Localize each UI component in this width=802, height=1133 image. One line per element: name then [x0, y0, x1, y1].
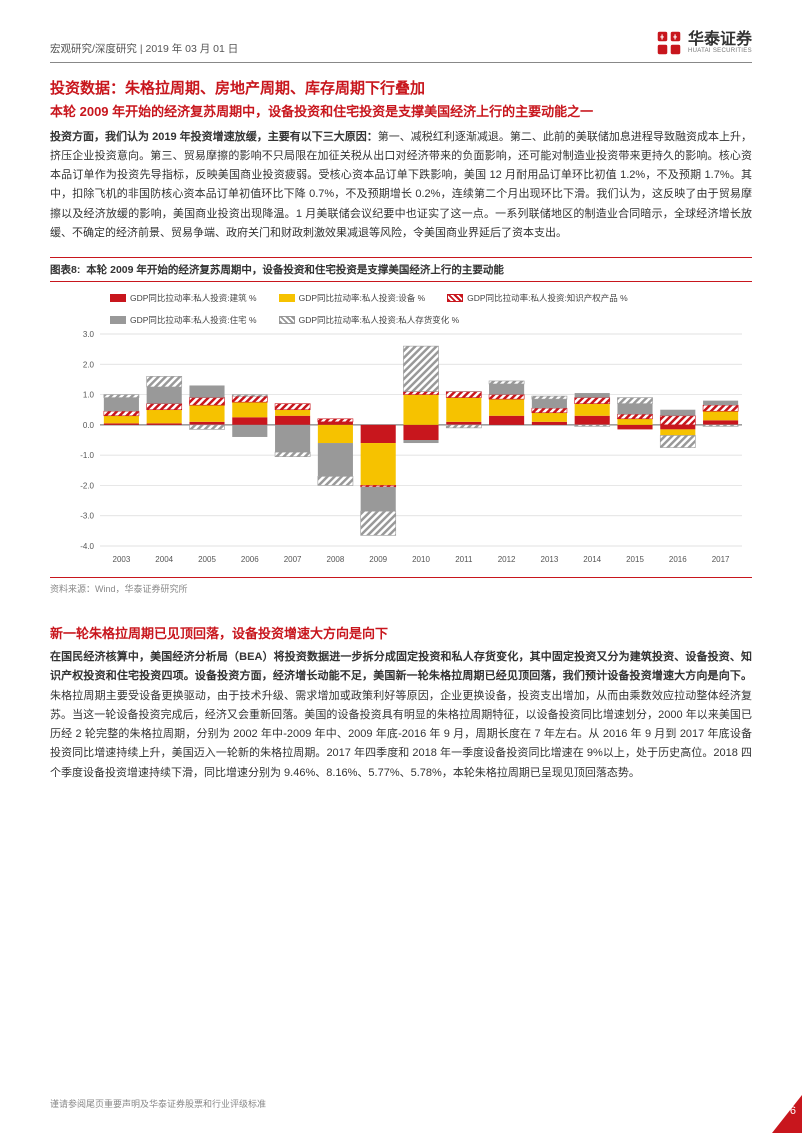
logo-cn: 华泰证券: [688, 32, 752, 48]
chart-caption: 图表8: 本轮 2009 年开始的经济复苏周期中，设备投资和住宅投资是支撑美国经…: [50, 257, 752, 282]
section1-body-lead: 投资方面，我们认为 2019 年投资增速放缓，主要有以下三大原因：: [50, 131, 378, 143]
legend-item: GDP同比拉动率:私人投资:知识产权产品 %: [447, 292, 628, 304]
svg-text:2013: 2013: [541, 555, 559, 564]
legend-item: GDP同比拉动率:私人投资:建筑 %: [110, 292, 257, 304]
svg-text:2006: 2006: [241, 555, 259, 564]
svg-text:1.0: 1.0: [83, 391, 95, 400]
svg-text:2011: 2011: [455, 555, 473, 564]
svg-text:2005: 2005: [198, 555, 216, 564]
legend-item: GDP同比拉动率:私人投资:住宅 %: [110, 314, 257, 326]
page-number: 6: [790, 1105, 796, 1117]
svg-text:2009: 2009: [369, 555, 387, 564]
svg-text:2012: 2012: [498, 555, 516, 564]
svg-text:2004: 2004: [155, 555, 173, 564]
legend-item: GDP同比拉动率:私人投资:设备 %: [279, 292, 426, 304]
svg-text:-2.0: -2.0: [80, 481, 94, 490]
chart-legend: GDP同比拉动率:私人投资:建筑 % GDP同比拉动率:私人投资:设备 % GDP同…: [50, 286, 752, 328]
section2-title: 新一轮朱格拉周期已见顶回落，设备投资增速大方向是向下: [50, 623, 752, 642]
svg-text:2010: 2010: [412, 555, 430, 564]
logo: 华泰证券 HUATAI SECURITIES: [656, 30, 752, 56]
page: 宏观研究/深度研究 | 2019 年 03 月 01 日 华泰证券 HUATAI…: [0, 0, 802, 1133]
section2-body-lead: 在国民经济核算中，美国经济分析局（BEA）将投资数据进一步拆分成固定投资和私人存…: [50, 651, 752, 682]
section1-subtitle: 本轮 2009 年开始的经济复苏周期中，设备投资和住宅投资是支撑美国经济上行的主…: [50, 102, 752, 122]
svg-text:2.0: 2.0: [83, 360, 95, 369]
section1-body: 投资方面，我们认为 2019 年投资增速放缓，主要有以下三大原因：第一、减税红利…: [50, 128, 752, 244]
page-footer: 谨请参阅尾页重要声明及华泰证券股票和行业评级标准 6: [50, 1093, 802, 1113]
logo-text: 华泰证券 HUATAI SECURITIES: [688, 32, 752, 54]
chart-caption-label: 图表8:: [50, 264, 80, 276]
svg-text:2003: 2003: [113, 555, 131, 564]
svg-text:-3.0: -3.0: [80, 512, 94, 521]
page-header: 宏观研究/深度研究 | 2019 年 03 月 01 日 华泰证券 HUATAI…: [50, 30, 752, 63]
breadcrumb: 宏观研究/深度研究 | 2019 年 03 月 01 日: [50, 41, 238, 56]
logo-icon: [656, 30, 682, 56]
chart-source: 资料来源：Wind，华泰证券研究所: [50, 577, 752, 595]
svg-text:2015: 2015: [626, 555, 644, 564]
svg-text:2016: 2016: [669, 555, 687, 564]
legend-item: GDP同比拉动率:私人投资:私人存货变化 %: [279, 314, 460, 326]
logo-en: HUATAI SECURITIES: [688, 48, 752, 54]
footer-disclaimer: 谨请参阅尾页重要声明及华泰证券股票和行业评级标准: [50, 1097, 266, 1110]
section2-body-rest: 朱格拉周期主要受设备更换驱动，由于技术升级、需求增加或政策利好等原因，企业更换设…: [50, 690, 752, 779]
svg-text:2007: 2007: [284, 555, 302, 564]
page-number-badge: 6: [752, 1093, 802, 1113]
svg-text:2014: 2014: [583, 555, 601, 564]
svg-text:2017: 2017: [712, 555, 730, 564]
section2-body: 在国民经济核算中，美国经济分析局（BEA）将投资数据进一步拆分成固定投资和私人存…: [50, 648, 752, 783]
chart-stacked-bar: -4.0 -3.0 -2.0 -1.0 0.0 1.0 2.0 3.0 2003 2004 2005…: [50, 328, 752, 568]
section1-title: 投资数据：朱格拉周期、房地产周期、库存周期下行叠加: [50, 77, 752, 98]
svg-text:-4.0: -4.0: [80, 542, 94, 551]
svg-text:2008: 2008: [327, 555, 345, 564]
svg-text:3.0: 3.0: [83, 330, 95, 339]
svg-text:0.0: 0.0: [83, 421, 95, 430]
svg-text:-1.0: -1.0: [80, 451, 94, 460]
chart-caption-text: 本轮 2009 年开始的经济复苏周期中，设备投资和住宅投资是支撑美国经济上行的主…: [86, 264, 504, 276]
section1-body-rest: 第一、减税红利逐渐减退。第二、此前的美联储加息进程导致融资成本上升，挤压企业投资…: [50, 131, 752, 239]
